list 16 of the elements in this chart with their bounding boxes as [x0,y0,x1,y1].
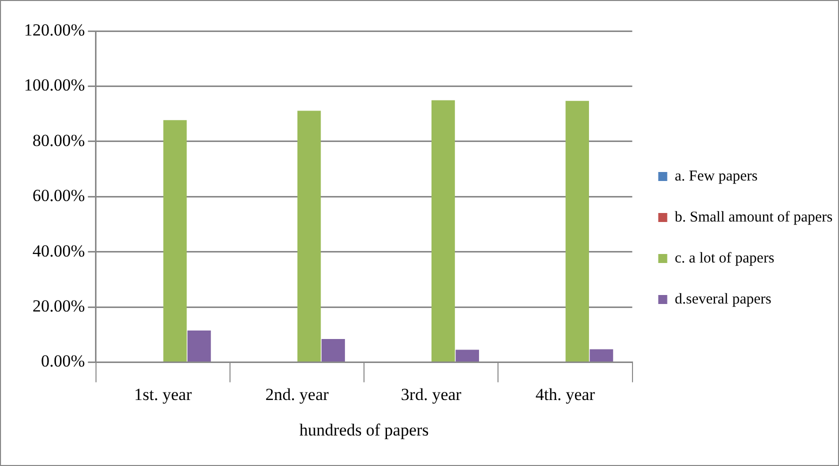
y-tick-label: 0.00% [40,352,85,371]
y-tick-label: 100.00% [24,76,85,95]
x-tick-label: 1st. year [134,384,192,404]
x-axis-title: hundreds of papers [299,420,429,440]
x-tick-label: 3rd. year [400,384,462,404]
legend-label: a. Few papers [674,168,758,184]
legend-label: d.several papers [674,291,772,308]
y-tick-label: 80.00% [32,130,85,150]
y-tick-label: 20.00% [32,296,85,316]
y-tick-label: 60.00% [32,186,85,206]
x-tick-label: 4th. year [535,384,596,404]
legend-label: c. a lot of papers [674,250,774,266]
legend-label: b. Small amount of papers [674,209,833,226]
y-tick-label: 120.00% [24,20,85,40]
y-tick-label: 40.00% [32,241,85,260]
x-tick-label: 2nd. year [265,384,329,404]
